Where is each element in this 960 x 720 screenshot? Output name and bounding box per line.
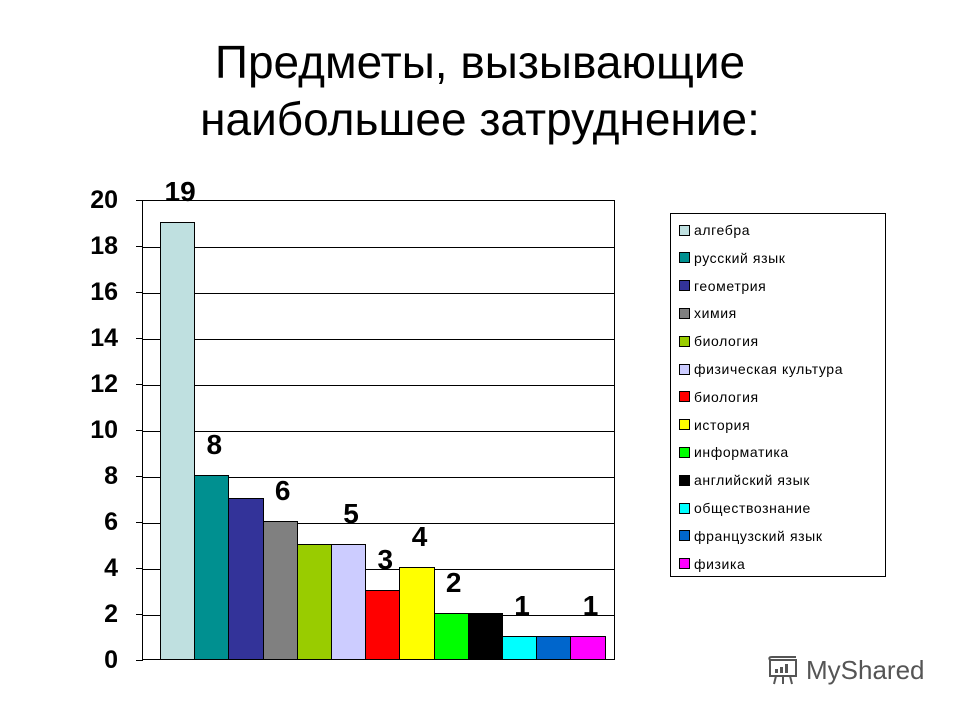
bar-французский язык — [536, 636, 572, 659]
bar-биология — [365, 590, 401, 659]
data-label: 1 — [582, 590, 599, 621]
y-tick-label: 16 — [90, 278, 118, 306]
plot-area — [136, 200, 615, 661]
gridline — [143, 569, 614, 570]
presentation-board-icon — [768, 655, 797, 684]
watermark: MyShared — [766, 655, 925, 686]
gridline — [143, 385, 614, 386]
legend-label: алгебра — [694, 222, 751, 238]
legend-item: история — [679, 417, 750, 433]
y-tick-label: 14 — [90, 324, 118, 352]
legend-swatch-icon — [679, 391, 690, 403]
data-label: 8 — [206, 429, 223, 460]
legend-swatch-icon — [679, 502, 690, 514]
data-label: 19 — [164, 176, 196, 207]
bar-обществознание — [502, 636, 538, 659]
legend-label: геометрия — [694, 277, 767, 294]
legend-swatch-icon — [679, 530, 690, 542]
legend-item: физика — [679, 556, 745, 572]
legend-swatch-icon — [679, 558, 690, 570]
legend-item: биология — [679, 333, 759, 349]
bar-геометрия — [228, 498, 264, 659]
y-tick — [136, 246, 143, 247]
legend-label: биология — [694, 388, 759, 405]
y-tick-label: 8 — [104, 462, 118, 490]
legend-item: обществознание — [679, 500, 811, 516]
y-tick — [136, 568, 143, 569]
legend-item: алгебра — [679, 222, 750, 238]
y-tick-label: 4 — [104, 554, 118, 582]
legend-item: английский язык — [679, 472, 810, 488]
data-label: 6 — [274, 475, 291, 506]
y-tick-label: 10 — [90, 416, 118, 444]
y-tick-label: 2 — [104, 600, 118, 628]
y-tick — [136, 614, 143, 615]
legend-item: французский язык — [679, 528, 823, 544]
bar-физическая культура — [331, 544, 367, 659]
data-label: 3 — [377, 544, 394, 575]
legend-label: физическая культура — [694, 361, 844, 377]
bar-биология — [296, 544, 332, 659]
y-tick — [136, 338, 143, 339]
gridline — [143, 477, 614, 478]
legend-swatch-icon — [679, 252, 690, 264]
gridline — [143, 247, 614, 248]
data-label: 2 — [445, 567, 462, 598]
legend-label: физика — [694, 555, 746, 572]
y-tick-label: 12 — [90, 370, 118, 398]
legend-swatch-icon — [679, 446, 690, 458]
y-tick — [136, 660, 143, 661]
gridline — [143, 523, 614, 524]
legend-swatch-icon — [679, 419, 690, 431]
bar-история — [399, 567, 435, 659]
y-tick-label: 0 — [104, 646, 118, 674]
legend-label: обществознание — [694, 500, 811, 516]
data-label: 1 — [514, 590, 530, 621]
gridline — [143, 431, 614, 432]
legend-label: история — [694, 416, 751, 433]
legend-item: биология — [679, 389, 759, 405]
legend-swatch-icon — [679, 335, 690, 347]
legend-label: английский язык — [694, 472, 810, 489]
chart-title: Предметы, вызывающие наибольшее затрудне… — [0, 34, 960, 148]
legend-label: биология — [694, 333, 759, 350]
y-tick — [136, 292, 143, 293]
legend-swatch-icon — [679, 280, 690, 292]
legend-item: геометрия — [679, 278, 766, 294]
legend-swatch-icon — [679, 363, 690, 375]
y-tick — [136, 522, 143, 523]
bar-химия — [262, 521, 298, 659]
data-label: 5 — [343, 498, 359, 529]
legend-swatch-icon — [679, 474, 690, 486]
bar-английский язык — [467, 613, 503, 659]
gridline — [143, 293, 614, 294]
gridline — [143, 339, 614, 340]
legend-item: химия — [679, 305, 737, 321]
y-tick — [136, 200, 143, 201]
legend-label: французский язык — [694, 527, 823, 544]
title-line-1: Предметы, вызывающие — [214, 36, 746, 88]
title-line-2: наибольшее затруднение: — [200, 93, 760, 145]
bar-русский язык — [194, 475, 230, 659]
legend-item: русский язык — [679, 250, 786, 266]
y-tick — [136, 384, 143, 385]
y-tick — [136, 430, 143, 431]
legend-item: физическая культура — [679, 361, 843, 377]
y-tick-label: 6 — [104, 508, 118, 536]
legend-swatch-icon — [679, 307, 690, 319]
legend-swatch-icon — [679, 224, 690, 236]
y-tick — [136, 476, 143, 477]
bar-информатика — [433, 613, 469, 659]
legend-item: информатика — [679, 444, 789, 460]
legend-label: информатика — [694, 444, 789, 461]
legend-label: русский язык — [694, 249, 786, 266]
legend: алгебра русский язык геометрия химия биологи… — [670, 213, 886, 577]
bar-алгебра — [160, 222, 196, 659]
legend-label: химия — [694, 305, 737, 322]
bar-физика — [570, 636, 606, 659]
data-label: 4 — [411, 521, 428, 552]
y-tick-label: 18 — [90, 232, 118, 260]
y-tick-label: 20 — [90, 186, 118, 214]
watermark-text: MyShared — [806, 655, 925, 685]
